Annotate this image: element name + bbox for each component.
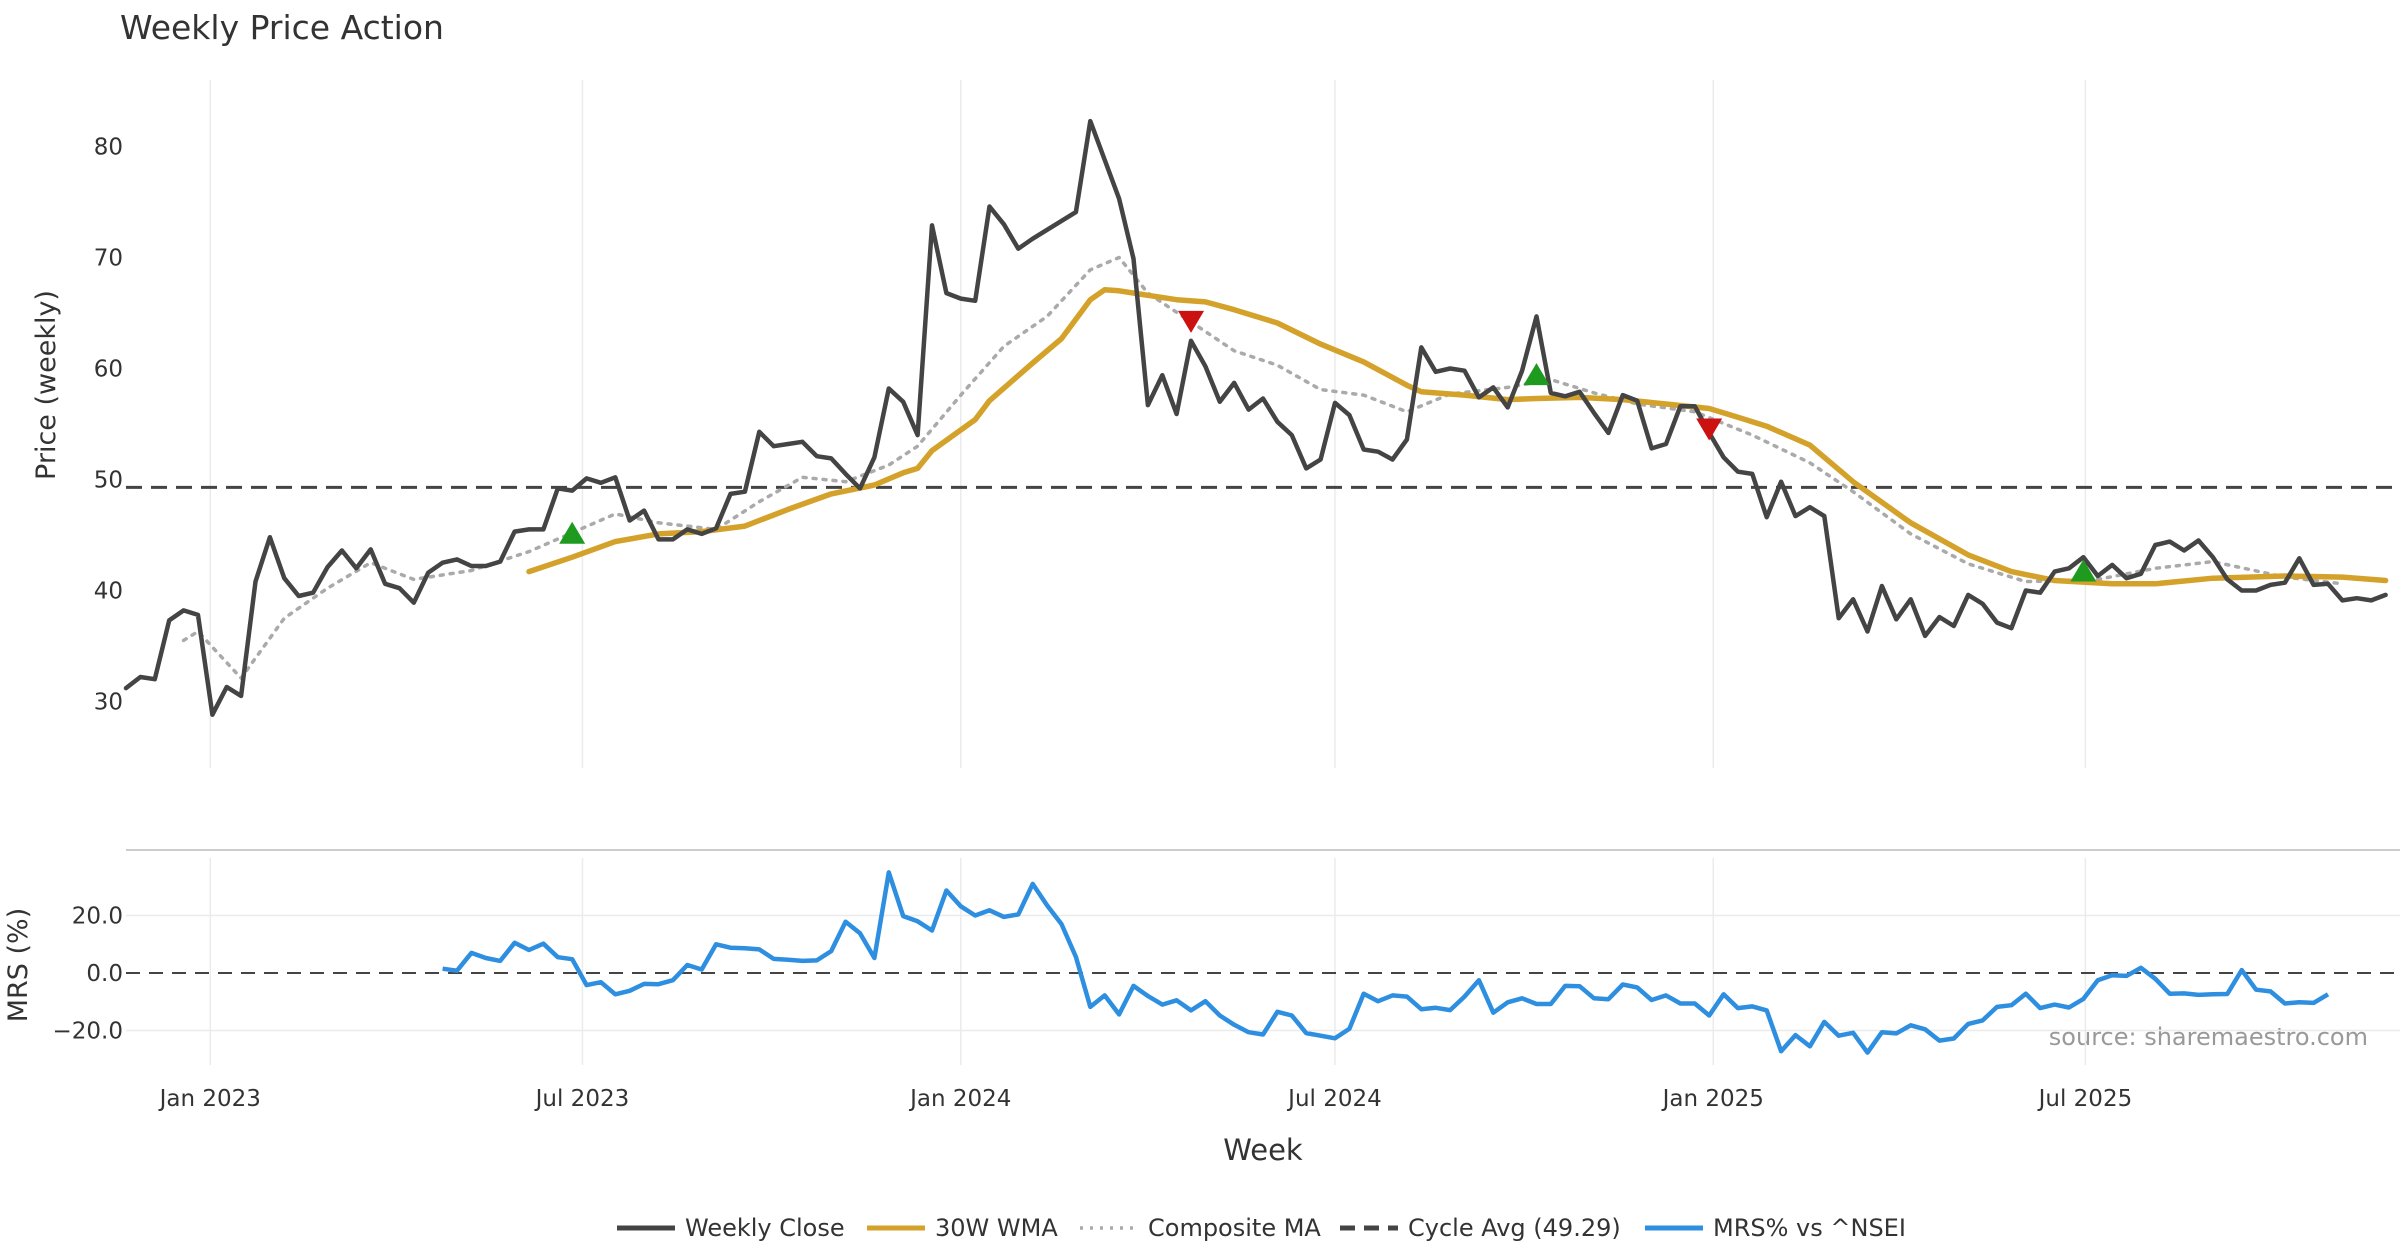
buy-signal-marker (559, 521, 586, 544)
legend-item-30w-wma: 30W WMA (867, 1214, 1058, 1242)
composite-ma-line (181, 255, 2345, 680)
legend-item-mrs-vs-nsei: MRS% vs ^NSEI (1645, 1214, 1906, 1242)
price-y-tick-label: 30 (94, 689, 123, 715)
legend-item-composite-ma: Composite MA (1080, 1214, 1321, 1242)
mrs-line (442, 870, 2330, 1055)
x-tick-label: Jan 2025 (1661, 1086, 1764, 1112)
x-tick-label: Jul 2025 (2037, 1086, 2133, 1112)
price-panel: 30 40 50 60 70 80 (94, 80, 2400, 768)
buy-signal-marker (2070, 559, 2097, 582)
x-tick-label: Jul 2023 (534, 1086, 630, 1112)
mrs-y-tick-label: 0.0 (86, 961, 123, 987)
legend-label: Weekly Close (685, 1214, 845, 1242)
legend-item-cycle-avg-49-29: Cycle Avg (49.29) (1340, 1214, 1621, 1242)
mrs-panel: 20.0 0.0 −20.0 (53, 858, 2400, 1065)
legend-item-weekly-close: Weekly Close (617, 1214, 845, 1242)
price-y-tick-label: 40 (94, 578, 123, 604)
x-tick-label: Jan 2023 (158, 1086, 261, 1112)
legend-label: Cycle Avg (49.29) (1408, 1214, 1621, 1242)
chart-title: Weekly Price Action (120, 8, 444, 47)
mrs-y-tick-label: −20.0 (53, 1019, 123, 1045)
legend: Weekly Close 30W WMA Composite MA Cycle Avg… (617, 1214, 1906, 1242)
price-y-tick-label: 50 (94, 467, 123, 493)
price-y-tick-label: 70 (94, 246, 123, 272)
x-tick-label: Jul 2024 (1286, 1086, 1382, 1112)
buy-signal-marker (1523, 363, 1550, 386)
weekly-close-line (123, 118, 2388, 717)
30w-wma-line (526, 286, 2389, 587)
x-axis-label: Week (1223, 1133, 1303, 1167)
price-y-tick-label: 80 (94, 135, 123, 161)
legend-label: 30W WMA (935, 1214, 1058, 1242)
mrs-axis-label: MRS (%) (3, 908, 34, 1023)
sell-signal-marker (1178, 310, 1205, 333)
sell-signal-marker (1696, 418, 1723, 441)
legend-label: MRS% vs ^NSEI (1713, 1214, 1906, 1242)
x-axis-ticks: Jan 2023 Jul 2023 Jan 2024 Jul 2024 Jan 2025… (158, 1086, 2133, 1112)
price-axis-label: Price (weekly) (31, 290, 62, 480)
price-y-tick-label: 60 (94, 357, 123, 383)
x-tick-label: Jan 2024 (908, 1086, 1011, 1112)
source-annotation: source: sharemaestro.com (2049, 1023, 2368, 1051)
mrs-y-tick-label: 20.0 (72, 904, 123, 930)
legend-label: Composite MA (1148, 1214, 1321, 1242)
